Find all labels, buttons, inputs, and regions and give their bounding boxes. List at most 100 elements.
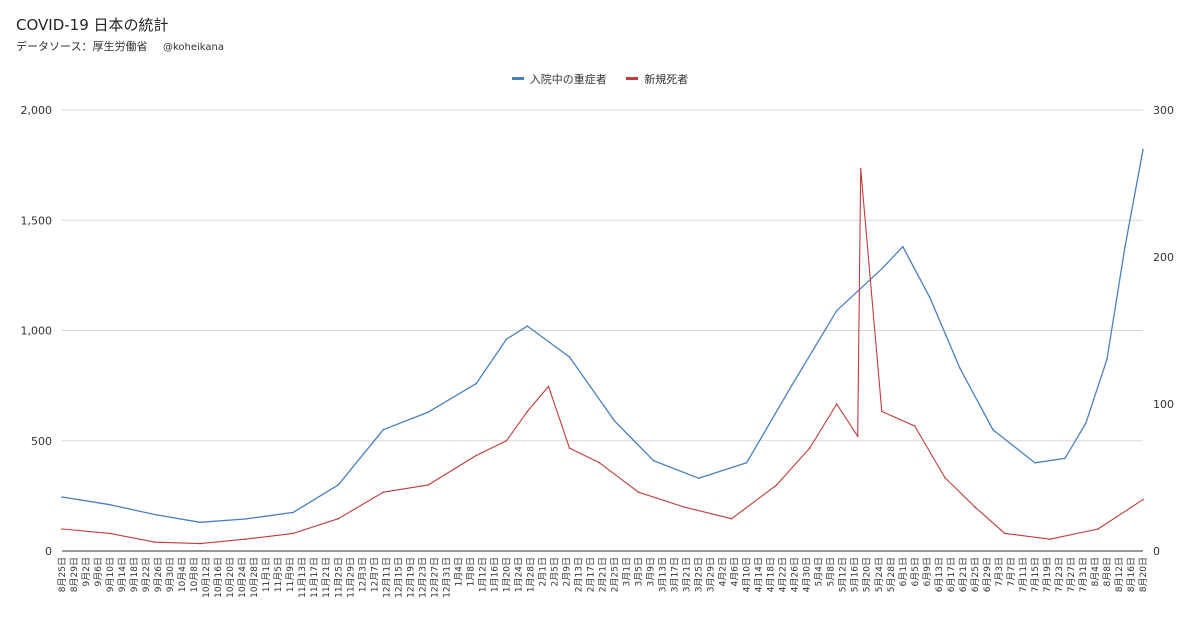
x-axis-tick-label: 3月1日 (622, 557, 633, 586)
x-axis-tick-label: 10月12日 (201, 557, 212, 598)
data-point-deaths (808, 447, 811, 449)
data-point-deaths (856, 435, 859, 438)
x-axis-tick-label: 5月16日 (850, 557, 861, 592)
data-point-severe (881, 268, 883, 270)
x-axis-tick-label: 4月18日 (766, 557, 777, 592)
x-axis-tick-label: 8月8日 (1102, 557, 1113, 586)
data-point-severe (1034, 462, 1036, 464)
x-axis-tick-label: 11月1日 (261, 557, 272, 592)
x-axis-tick-label: 7月11日 (1018, 557, 1029, 592)
x-axis-tick-label: 10月24日 (237, 557, 248, 598)
x-axis-tick-label: 12月19日 (405, 557, 416, 598)
x-axis-tick-label: 4月26日 (790, 557, 801, 592)
x-axis-tick-label: 7月27日 (1066, 557, 1077, 592)
data-point-deaths (682, 506, 685, 508)
data-point-deaths (292, 532, 295, 535)
x-axis-tick-label: 9月10日 (105, 557, 116, 592)
data-point-deaths (109, 532, 111, 535)
x-axis-tick-label: 4月22日 (778, 557, 789, 592)
data-point-deaths (835, 403, 838, 405)
x-axis-tick-label: 11月21日 (321, 557, 332, 598)
x-axis-tick-label: 8月20日 (1138, 557, 1149, 592)
data-point-deaths (382, 491, 385, 494)
data-point-deaths (914, 425, 916, 427)
x-axis-tick-label: 2月21日 (598, 557, 609, 592)
x-axis-tick-label: 5月28日 (886, 557, 897, 592)
left-axis-tick-label: 2,000 (21, 104, 53, 117)
x-axis-tick-label: 9月22日 (141, 557, 152, 592)
x-axis-tick-label: 9月14日 (117, 557, 128, 592)
data-point-deaths (730, 517, 733, 520)
x-axis-tick-label: 10月28日 (249, 557, 260, 598)
x-axis-tick-label: 2月25日 (610, 557, 621, 592)
x-axis-tick-label: 12月7日 (369, 557, 380, 592)
data-point-severe (199, 521, 201, 524)
data-point-severe (613, 420, 616, 422)
x-axis-tick-label: 9月18日 (129, 557, 140, 592)
x-axis-tick-label: 4月30日 (802, 557, 813, 592)
x-axis-tick-label: 8月29日 (69, 557, 80, 592)
data-point-severe (745, 462, 748, 464)
data-point-severe (790, 384, 793, 387)
x-axis-tick-label: 3月29日 (706, 557, 717, 592)
data-point-deaths (154, 541, 156, 543)
data-point-deaths (859, 168, 862, 170)
x-axis-tick-label: 3月25日 (694, 557, 705, 592)
x-axis-tick-label: 6月17日 (946, 557, 957, 592)
x-axis-tick-label: 5月12日 (838, 557, 849, 592)
data-point-deaths (526, 410, 529, 413)
data-point-deaths (505, 440, 508, 442)
legend-item-deaths: 新規死者 (626, 71, 688, 87)
x-axis-tick-label: 5月8日 (826, 557, 837, 586)
data-point-deaths (244, 538, 246, 540)
left-axis-tick-label: 0 (45, 545, 52, 558)
data-point-severe (475, 382, 478, 385)
x-axis-tick-label: 11月17日 (309, 557, 320, 598)
data-point-severe (1124, 245, 1126, 248)
x-axis-tick-label: 11月25日 (333, 557, 344, 598)
x-axis-tick-label: 1月28日 (525, 557, 536, 592)
x-axis-tick-label: 4月6日 (730, 557, 741, 586)
right-axis-tick-label: 0 (1153, 545, 1160, 558)
data-point-severe (526, 325, 529, 327)
series-line-deaths (61, 168, 1144, 545)
x-axis-tick-label: 4月10日 (742, 557, 753, 592)
data-point-deaths (637, 491, 640, 494)
x-axis-tick-label: 2月13日 (573, 557, 584, 592)
right-axis-tick-label: 200 (1153, 251, 1174, 264)
x-axis-tick-label: 12月27日 (429, 557, 440, 598)
x-axis-tick-label: 9月2日 (81, 557, 92, 586)
x-axis-tick-label: 5月4日 (814, 557, 825, 586)
legend-item-severe: 入院中の重症者 (511, 71, 607, 87)
x-axis-tick-label: 12月11日 (381, 557, 392, 598)
legend-swatch-severe (511, 77, 524, 80)
x-axis-tick-label: 6月9日 (922, 557, 933, 586)
x-axis-tick-label: 10月20日 (225, 557, 236, 598)
x-axis-tick-label: 4月2日 (718, 557, 729, 586)
data-point-severe (652, 459, 655, 462)
data-point-deaths (881, 410, 883, 413)
data-point-severe (959, 367, 961, 369)
data-point-deaths (775, 484, 778, 486)
legend-label-deaths: 新規死者 (644, 72, 689, 86)
series-line-severe (61, 149, 1144, 523)
left-axis-tick-label: 500 (31, 435, 52, 448)
data-point-severe (109, 503, 111, 506)
data-point-deaths (61, 528, 63, 530)
x-axis-tick-label: 4月14日 (754, 557, 765, 592)
left-axis-tick-label: 1,000 (21, 325, 53, 338)
data-point-severe (61, 496, 63, 498)
data-point-severe (1106, 358, 1108, 361)
x-axis-tick-label: 1月16日 (489, 557, 500, 592)
data-point-deaths (475, 454, 478, 457)
x-axis-tick-label: 2月17日 (585, 557, 596, 592)
data-point-severe (697, 477, 700, 480)
right-axis-tick-label: 300 (1153, 104, 1174, 117)
data-point-deaths (1142, 498, 1144, 501)
data-point-severe (568, 356, 571, 358)
data-point-severe (902, 245, 904, 248)
x-axis-tick-label: 7月7日 (1006, 557, 1017, 586)
x-axis-tick-label: 8月25日 (57, 557, 68, 592)
chart-legend: 入院中の重症者 新規死者 (0, 70, 1200, 87)
